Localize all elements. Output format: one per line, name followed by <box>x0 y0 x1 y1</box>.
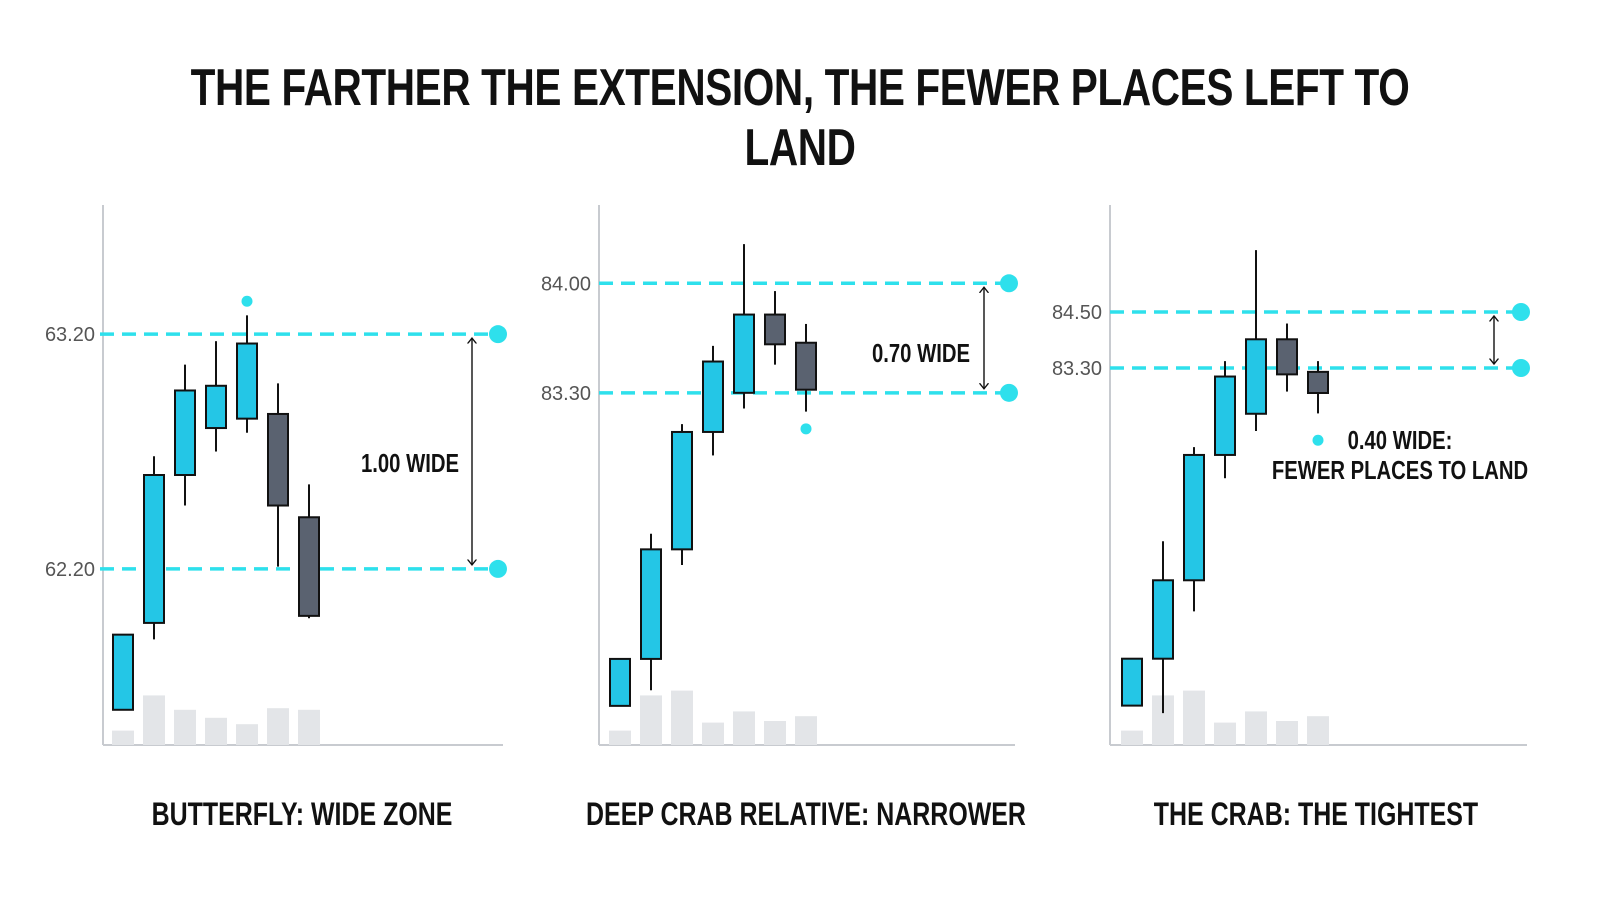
candle-bull <box>702 360 724 433</box>
volume-bar <box>764 721 786 745</box>
volume-bar <box>640 695 662 745</box>
candle-bull <box>609 657 631 707</box>
volume-bar <box>267 708 289 745</box>
chart-panel-3: 84.50 83.30 0.40 WIDE: FEWER PLACES TO LAND… <box>1052 205 1530 833</box>
volume-bar <box>143 695 165 745</box>
candle-bear <box>298 516 320 617</box>
candle-bear <box>1307 370 1329 394</box>
volume-bar <box>1245 711 1267 745</box>
chart-panel-1: 63.20 62.20 1.00 WIDE BUTTERFLY: WIDE ZONE <box>45 205 507 833</box>
zone-end-dot-upper <box>1512 303 1530 321</box>
candle-bear <box>795 341 817 391</box>
extension-marker-dot <box>800 423 812 435</box>
candle-bull <box>1183 453 1205 582</box>
volume-bar <box>702 722 724 745</box>
zone-end-dot-upper <box>489 325 507 344</box>
volume-bar <box>671 690 693 745</box>
candle-bull <box>1214 375 1236 456</box>
volume-bar <box>1152 695 1174 745</box>
zone-width-label-line: FEWER PLACES TO LAND <box>1272 456 1528 485</box>
volume-bar <box>1121 730 1143 745</box>
chart-title: THE FARTHER THE EXTENSION, THE FEWER PLA… <box>190 59 1410 177</box>
y-tick-label-lower: 62.20 <box>45 559 95 581</box>
candle-bull <box>1152 579 1174 660</box>
y-tick-label-lower: 83.30 <box>1052 358 1102 380</box>
candle-bull <box>143 474 165 624</box>
candle-bull <box>1121 657 1143 707</box>
zone-end-dot-lower <box>1000 383 1018 402</box>
candle-bull <box>1245 338 1267 415</box>
candle-bull <box>236 342 258 420</box>
extension-marker-dot <box>1312 434 1324 446</box>
zone-width-label-line: 1.00 WIDE <box>361 449 459 478</box>
volume-bar <box>298 709 320 745</box>
volume-bar <box>1307 716 1329 745</box>
volume-bar <box>205 717 227 745</box>
volume-bar <box>609 730 631 745</box>
panel-title: THE CRAB: THE TIGHTEST <box>1154 797 1479 833</box>
y-tick-label-upper: 84.50 <box>1052 302 1102 324</box>
zone-end-dot-upper <box>1000 274 1018 293</box>
zone-width-label: 0.40 WIDE: FEWER PLACES TO LAND <box>1272 426 1528 485</box>
y-tick-label-lower: 83.30 <box>541 383 591 405</box>
y-tick-label-upper: 84.00 <box>541 273 591 295</box>
volume-bar <box>795 716 817 745</box>
candle-bull <box>640 548 662 660</box>
candle-bull <box>671 430 693 551</box>
volume-bar <box>112 730 134 745</box>
candle-bull <box>205 384 227 430</box>
volume-bar <box>733 711 755 745</box>
candle-bear <box>764 313 786 346</box>
volume-bar <box>236 724 258 745</box>
zone-width-label-line: 0.70 WIDE <box>872 339 970 368</box>
candle-bull <box>733 313 755 394</box>
candle-bull <box>174 389 196 477</box>
volume-bar <box>1183 690 1205 745</box>
chart-panel-2: 84.00 83.30 0.70 WIDE DEEP CRAB RELATIVE: N… <box>541 205 1026 833</box>
panel-title: DEEP CRAB RELATIVE: NARROWER <box>586 797 1026 833</box>
volume-bar <box>1276 721 1298 745</box>
volume-bar <box>1214 722 1236 745</box>
zone-width-label: 1.00 WIDE <box>361 449 459 478</box>
candle-bear <box>267 412 289 507</box>
candle-bull <box>112 633 134 711</box>
y-tick-label-upper: 63.20 <box>45 324 95 346</box>
volume-bar <box>174 709 196 745</box>
zone-end-dot-lower <box>489 559 507 578</box>
candle-bear <box>1276 338 1298 376</box>
panel-title: BUTTERFLY: WIDE ZONE <box>152 797 453 833</box>
zone-width-label: 0.70 WIDE <box>872 339 970 368</box>
extension-marker-dot <box>241 295 253 307</box>
zone-end-dot-lower <box>1512 359 1530 377</box>
zone-width-label-line: 0.40 WIDE: <box>1348 426 1453 455</box>
